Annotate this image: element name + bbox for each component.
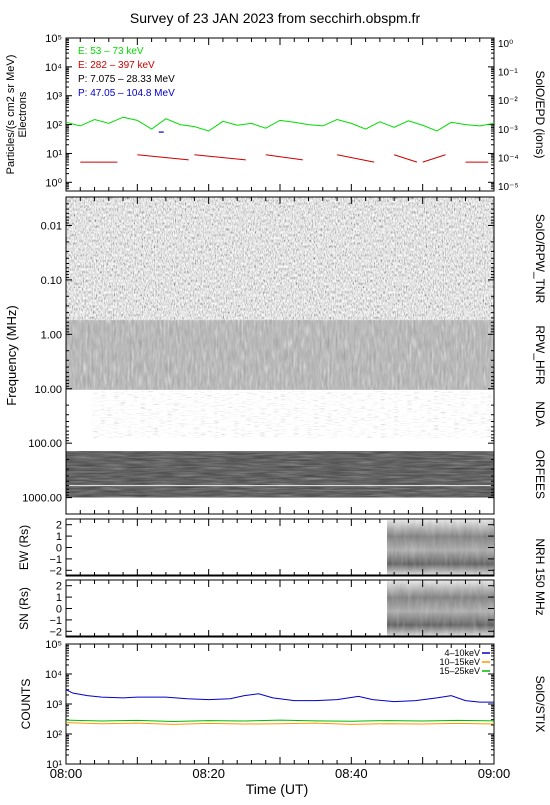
- y-tick-label: 10²: [46, 120, 62, 132]
- y-right-tick-label: 10⁻³: [498, 125, 518, 136]
- series-segment: [336, 154, 375, 163]
- y-tick-label: 10⁵: [45, 33, 62, 45]
- y-axis-label: EW (Rs): [17, 525, 31, 570]
- y-tick-label: 0: [56, 543, 62, 555]
- y-tick-label: 0.10: [41, 275, 62, 287]
- y-tick-label: 10⁵: [45, 639, 62, 651]
- series-segment: [194, 154, 246, 161]
- y-tick-label: 1.00: [41, 329, 62, 341]
- y-tick-label: 100.00: [28, 438, 62, 450]
- series-line: [65, 722, 495, 725]
- y-right-tick-label: 10⁰: [498, 39, 513, 50]
- y-axis-label: SN (Rs): [17, 587, 31, 630]
- instrument-label: RPW_HFR: [533, 325, 547, 385]
- y-right-tick-label: 10⁻⁴: [498, 153, 519, 164]
- y-tick-label: 10.00: [34, 384, 62, 396]
- hfr-spectrogram: [66, 320, 494, 390]
- y-tick-label: 10⁴: [45, 669, 62, 681]
- right-axis-label: NRH 150 MHz: [533, 538, 547, 615]
- y-right-tick-label: 10⁻²: [498, 96, 518, 107]
- y-tick-label: 10⁰: [45, 177, 62, 189]
- figure-title: Survey of 23 JAN 2023 from secchirh.obsp…: [130, 10, 421, 26]
- x-tick-label: 09:00: [478, 766, 511, 781]
- y-tick-label: 2: [56, 581, 62, 593]
- legend-entry: P: 47.05 – 104.8 MeV: [78, 88, 175, 99]
- y-tick-label: 10¹: [46, 759, 62, 771]
- y-tick-label: 1000.00: [22, 493, 62, 505]
- series-line: [65, 719, 495, 723]
- y-tick-label: 10³: [46, 91, 62, 103]
- series-line: [65, 689, 494, 703]
- right-axis-label: SolO/EPD (ions): [533, 70, 547, 158]
- y-tick-label: 1: [56, 592, 62, 604]
- nrh-sn-panel: 210−1−2 SN (Rs): [17, 579, 495, 638]
- y-axis-label: Particles/(s cm2 sr MeV): [5, 55, 17, 175]
- x-tick-label: 08:00: [50, 766, 83, 781]
- series-segment: [393, 154, 418, 163]
- x-tick-label: 08:20: [192, 766, 225, 781]
- y-tick-label: 0.01: [41, 220, 62, 232]
- y-tick-label: −1: [49, 554, 62, 566]
- legend-entry: E: 282 – 397 keV: [78, 60, 155, 71]
- x-tick-label: 08:40: [335, 766, 368, 781]
- series-segment: [422, 154, 446, 163]
- y-tick-label: −2: [49, 626, 62, 638]
- orfees-spectrogram: [66, 451, 494, 498]
- y-right-tick-label: 10⁻¹: [498, 68, 518, 79]
- time-axis: 08:00 08:20 08:40 09:00: [50, 766, 511, 781]
- tnr-spectrogram: [66, 197, 494, 321]
- y-tick-label: 10²: [46, 729, 62, 741]
- nrh-image-texture: [387, 581, 494, 636]
- nda-spectrogram: [92, 391, 494, 438]
- legend-entry: 10–15keV: [439, 657, 480, 667]
- y-tick-label: −2: [49, 565, 62, 577]
- y-tick-label: −1: [49, 615, 62, 627]
- instrument-label: NDA: [533, 401, 547, 426]
- x-axis-label: Time (UT): [246, 781, 308, 797]
- nrh-image-texture: [387, 520, 494, 575]
- nrh-ew-panel: 210−1−2EW (Rs) NRH 150 MHz: [17, 518, 547, 616]
- y-tick-label: 10³: [46, 699, 62, 711]
- series-segment: [137, 154, 189, 161]
- legend-entry: 15–25keV: [439, 666, 480, 676]
- y-tick-label: 0: [56, 604, 62, 616]
- legend-entry: P: 7.075 – 28.33 MeV: [78, 74, 175, 85]
- y-axis-label: Frequency (MHz): [4, 305, 19, 405]
- y-tick-label: 10⁴: [45, 62, 62, 74]
- instrument-label: SolO/RPW_TNR: [533, 214, 547, 304]
- radio-spectrogram-panel: 0.01 0.10 1.00 10.00 100.00 1000.00 Frequency …: [4, 196, 547, 515]
- y-right-tick-label: 10⁻⁵: [498, 182, 519, 193]
- y-axis-sublabel: Electrons: [17, 91, 29, 137]
- y-tick-label: 10¹: [46, 148, 62, 160]
- spectrogram-bottom-gap: [66, 497, 494, 514]
- stix-frame: [65, 643, 495, 765]
- instrument-label: ORFEES: [533, 450, 547, 499]
- right-axis-label: SolO/STIX: [533, 676, 547, 733]
- series-line: [65, 116, 495, 132]
- y-tick-label: 2: [56, 520, 62, 532]
- epd-panel: 10⁰ 10¹ 10² 10³ 10⁴ 10⁵ 10⁻⁵ 10⁻⁴ 10⁻³ 10⁻² 10⁻¹ 10…: [5, 33, 547, 193]
- legend-entry: E: 53 – 73 keV: [78, 46, 144, 57]
- legend-entry: 4–10keV: [444, 648, 480, 658]
- y-axis-label: COUNTS: [19, 679, 33, 730]
- series-segment: [265, 154, 303, 161]
- y-tick-label: 1: [56, 531, 62, 543]
